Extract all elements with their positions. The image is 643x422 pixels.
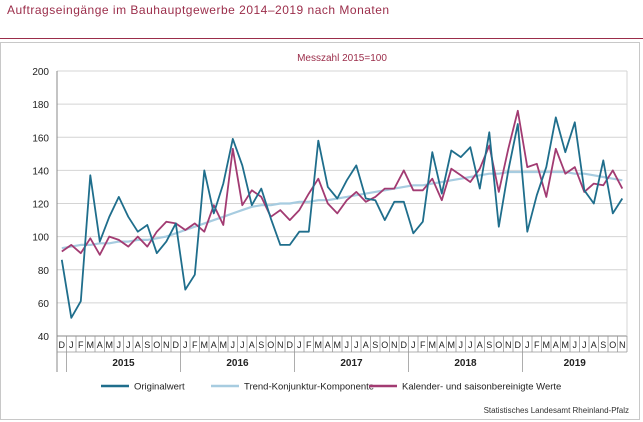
x-tick-label: A <box>477 340 483 350</box>
x-tick-label: J <box>468 340 473 350</box>
x-tick-label: J <box>459 340 464 350</box>
chart-frame: Messzahl 2015=100 40 60 80 100 120 140 160 180 20… <box>0 42 640 420</box>
y-tick-label: 120 <box>32 200 49 211</box>
x-tick-label: N <box>163 340 170 350</box>
x-tick-label: A <box>211 340 217 350</box>
x-tick-label: J <box>525 340 530 350</box>
x-tick-label: A <box>249 340 255 350</box>
x-tick-label: M <box>448 340 456 350</box>
legend-label-3: Kalender- und saisonbereinigte Werte <box>402 382 561 393</box>
x-tick-label: M <box>334 340 342 350</box>
series-line-3 <box>61 109 624 256</box>
x-tick-label: M <box>106 340 114 350</box>
x-tick-label: O <box>153 340 160 350</box>
source-note: Statistisches Landesamt Rheinland-Pfalz <box>483 406 629 415</box>
x-tick-label: F <box>420 340 426 350</box>
x-tick-label: J <box>240 340 245 350</box>
x-tick-label: S <box>372 340 378 350</box>
line-chart: Messzahl 2015=100 40 60 80 100 120 140 160 180 20… <box>32 53 628 393</box>
y-tick-label: 200 <box>32 67 49 78</box>
x-tick-label: O <box>381 340 388 350</box>
x-tick-label: M <box>429 340 437 350</box>
year-label: 2016 <box>226 358 249 369</box>
x-tick-label: M <box>201 340 209 350</box>
x-tick-label: J <box>126 340 131 350</box>
x-tick-label: M <box>562 340 570 350</box>
x-tick-label: A <box>439 340 445 350</box>
x-tick-label: N <box>391 340 398 350</box>
x-tick-label: A <box>591 340 597 350</box>
year-label: 2019 <box>564 358 587 369</box>
y-tick-label: 60 <box>38 299 50 310</box>
x-tick-label: J <box>573 340 578 350</box>
x-tick-label: J <box>231 340 236 350</box>
x-tick-label: D <box>59 340 66 350</box>
x-tick-label: F <box>534 340 540 350</box>
x-tick-label: J <box>582 340 587 350</box>
x-tick-label: J <box>117 340 122 350</box>
x-tick-label: A <box>135 340 141 350</box>
y-tick-label: 80 <box>38 266 50 277</box>
x-tick-label: S <box>486 340 492 350</box>
x-tick-label: N <box>277 340 284 350</box>
x-tick-label: A <box>325 340 331 350</box>
x-tick-label: A <box>363 340 369 350</box>
x-tick-label: O <box>609 340 616 350</box>
x-tick-label: F <box>78 340 84 350</box>
y-tick-label: 180 <box>32 100 49 111</box>
x-tick-label: M <box>87 340 95 350</box>
chart-subtitle: Messzahl 2015=100 <box>297 53 387 64</box>
year-label: 2018 <box>454 358 477 369</box>
x-tick-label: N <box>619 340 626 350</box>
year-label: 2015 <box>112 358 135 369</box>
x-tick-label: O <box>495 340 502 350</box>
legend-label-1: Originalwert <box>134 382 185 393</box>
x-tick-label: F <box>192 340 198 350</box>
x-tick-label: D <box>515 340 522 350</box>
x-tick-label: S <box>258 340 264 350</box>
x-tick-label: S <box>600 340 606 350</box>
series-line-2 <box>61 170 623 250</box>
x-tick-label: M <box>220 340 228 350</box>
x-tick-label: M <box>315 340 323 350</box>
x-tick-label: J <box>345 340 350 350</box>
x-tick-label: O <box>267 340 274 350</box>
x-tick-label: A <box>553 340 559 350</box>
x-tick-label: D <box>287 340 294 350</box>
x-tick-label: J <box>69 340 74 350</box>
y-tick-label: 160 <box>32 133 49 144</box>
series-line-1 <box>60 116 624 319</box>
x-tick-label: F <box>306 340 312 350</box>
x-tick-label: D <box>401 340 408 350</box>
title-divider <box>0 38 643 39</box>
x-tick-label: M <box>543 340 551 350</box>
x-tick-label: N <box>505 340 512 350</box>
x-tick-label: J <box>354 340 359 350</box>
x-tick-label: S <box>144 340 150 350</box>
y-tick-label: 40 <box>38 332 50 343</box>
x-tick-label: J <box>183 340 188 350</box>
x-tick-label: D <box>173 340 180 350</box>
y-tick-label: 100 <box>32 233 49 244</box>
legend-label-2: Trend-Konjunktur-Komponente <box>244 382 374 393</box>
page-title: Auftragseingänge im Bauhauptgewerbe 2014… <box>7 3 390 17</box>
year-label: 2017 <box>340 358 363 369</box>
y-tick-label: 140 <box>32 166 49 177</box>
x-tick-label: J <box>411 340 416 350</box>
x-tick-label: A <box>97 340 103 350</box>
x-tick-label: J <box>297 340 302 350</box>
